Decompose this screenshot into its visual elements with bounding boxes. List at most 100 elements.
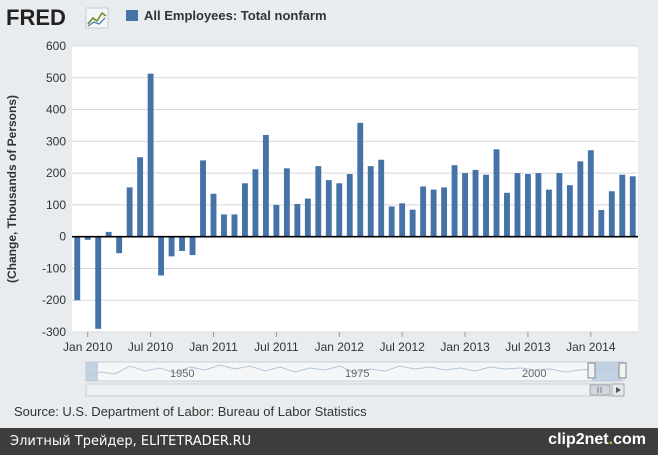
y-tick-label: -100 — [42, 261, 66, 275]
bar[interactable] — [525, 174, 531, 237]
navigator-label-2000: 2000 — [522, 368, 546, 380]
navigator-right-handle[interactable] — [618, 362, 627, 379]
bar[interactable] — [598, 209, 605, 237]
bar[interactable] — [315, 166, 322, 237]
clip2net-dot: . — [608, 431, 614, 448]
bar[interactable] — [608, 191, 615, 237]
scroll-right-arrow-icon — [616, 387, 621, 393]
bar[interactable] — [483, 174, 489, 237]
bar[interactable] — [242, 183, 248, 237]
bar[interactable] — [147, 73, 154, 237]
fred-logo-chart-icon — [85, 7, 109, 29]
bar[interactable] — [210, 193, 217, 237]
bar[interactable] — [378, 159, 385, 237]
y-tick-label: 500 — [46, 71, 66, 85]
bar[interactable] — [619, 174, 626, 237]
y-tick-label: 600 — [46, 39, 66, 53]
bar[interactable] — [221, 214, 227, 237]
x-tick-label: Jul 2013 — [505, 340, 551, 354]
bar[interactable] — [283, 168, 290, 237]
navigator-left-handle[interactable] — [587, 362, 596, 379]
bar[interactable] — [84, 236, 91, 240]
y-axis-label: (Change, Thousands of Persons) — [5, 95, 19, 283]
x-tick-label: Jul 2011 — [254, 340, 299, 354]
bar[interactable] — [252, 169, 259, 237]
bar[interactable] — [556, 173, 563, 237]
bar[interactable] — [409, 209, 416, 237]
y-tick-label: -300 — [42, 325, 66, 339]
bar[interactable] — [126, 187, 133, 237]
y-tick-label: -200 — [42, 293, 66, 307]
navigator-left-mask — [86, 362, 98, 381]
bar[interactable] — [158, 236, 165, 276]
navigator-selected-range[interactable] — [592, 362, 622, 381]
x-tick-label: Jan 2010 — [63, 340, 113, 354]
x-tick-label: Jan 2014 — [566, 340, 616, 354]
x-tick-label: Jul 2010 — [128, 340, 174, 354]
bar[interactable] — [346, 174, 353, 237]
navigator-label-1975: 1975 — [345, 368, 369, 380]
bar[interactable] — [399, 203, 406, 237]
bar[interactable] — [336, 183, 343, 237]
bar[interactable] — [514, 173, 521, 237]
x-tick-label: Jul 2012 — [379, 340, 425, 354]
bar[interactable] — [535, 173, 542, 237]
bar[interactable] — [566, 185, 573, 237]
legend-swatch — [126, 10, 138, 21]
bar[interactable] — [294, 203, 301, 237]
x-tick-label: Jan 2012 — [315, 340, 365, 354]
bar[interactable] — [441, 187, 448, 237]
bar[interactable] — [262, 134, 269, 237]
scrollbar-track[interactable] — [85, 383, 625, 397]
x-tick-label: Jan 2013 — [440, 340, 490, 354]
navigator-label-1950: 1950 — [170, 368, 194, 380]
watermark-bar: Элитный Трейдер, ELITETRADER.RU clip2net… — [0, 428, 658, 455]
bar[interactable] — [116, 236, 123, 254]
bar[interactable] — [357, 122, 364, 237]
bar[interactable] — [95, 236, 102, 329]
y-tick-label: 400 — [46, 103, 66, 117]
y-tick-labels: -300 -200 -100 0 100 200 300 400 500 600 — [42, 39, 66, 339]
watermark-left-text: Элитный Трейдер, ELITETRADER.RU — [10, 434, 252, 449]
bar[interactable] — [325, 180, 332, 237]
clip2net-logo: clip2net.com — [548, 431, 646, 449]
y-tick-label: 100 — [46, 198, 66, 212]
gridlines — [72, 45, 638, 333]
bar[interactable] — [304, 198, 311, 237]
bar[interactable] — [472, 169, 479, 237]
bar[interactable] — [451, 165, 458, 237]
chart-frame: FRED All Employees: Total nonfarm -300 -2… — [0, 0, 658, 428]
bar[interactable] — [231, 214, 238, 237]
bar[interactable] — [577, 161, 584, 237]
bar[interactable] — [504, 192, 510, 237]
scrollbar-thumb[interactable] — [589, 384, 611, 396]
bar[interactable] — [420, 186, 427, 237]
bar[interactable] — [367, 166, 374, 237]
bar[interactable] — [545, 189, 552, 237]
legend-label[interactable]: All Employees: Total nonfarm — [144, 8, 327, 23]
bar[interactable] — [105, 231, 112, 237]
bar[interactable] — [273, 204, 280, 237]
chart-svg: FRED All Employees: Total nonfarm -300 -2… — [5, 5, 638, 419]
bar[interactable] — [493, 149, 500, 237]
fred-logo[interactable]: FRED — [6, 5, 66, 30]
source-note: Source: U.S. Department of Labor: Bureau… — [14, 404, 367, 419]
range-navigator[interactable]: 1950 1975 2000 — [85, 361, 627, 382]
bar[interactable] — [137, 157, 144, 237]
bar[interactable] — [189, 236, 196, 256]
clip2net-tld: com — [613, 431, 646, 448]
bar[interactable] — [168, 236, 175, 257]
bar[interactable] — [388, 206, 395, 237]
bar[interactable] — [629, 176, 636, 237]
bar[interactable] — [462, 173, 468, 237]
x-tick-labels: Jan 2010 Jul 2010 Jan 2011 Jul 2011 Jan 2012… — [63, 332, 616, 354]
x-tick-label: Jan 2011 — [189, 340, 238, 354]
clip2net-name: clip2net — [548, 431, 609, 448]
bar[interactable] — [200, 160, 206, 237]
bar[interactable] — [587, 150, 594, 237]
y-tick-label: 0 — [59, 230, 66, 244]
bar[interactable] — [430, 189, 437, 237]
bar[interactable] — [74, 236, 81, 301]
navigator-scrollbar[interactable] — [85, 383, 625, 397]
bar[interactable] — [179, 236, 185, 251]
